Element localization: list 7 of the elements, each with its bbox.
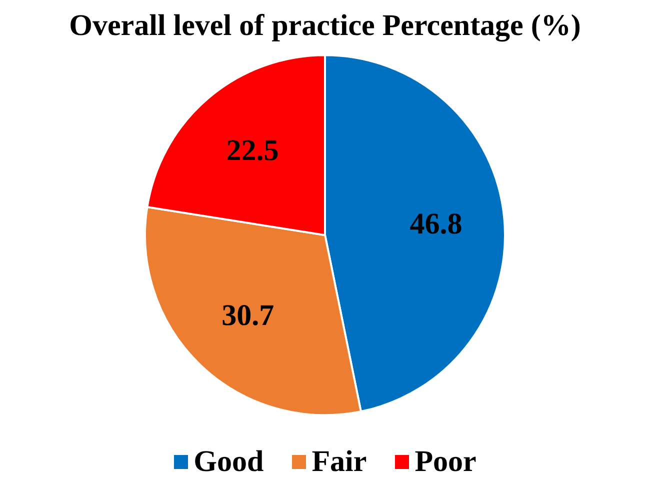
- legend-label: Good: [192, 445, 264, 479]
- legend-label: Poor: [414, 445, 476, 479]
- data-label: 30.7: [222, 299, 274, 332]
- data-label: 22.5: [226, 134, 279, 167]
- data-label: 46.8: [410, 207, 462, 240]
- chart-title: Overall level of practice Percentage (%): [68, 8, 582, 44]
- legend-label: Fair: [310, 445, 367, 479]
